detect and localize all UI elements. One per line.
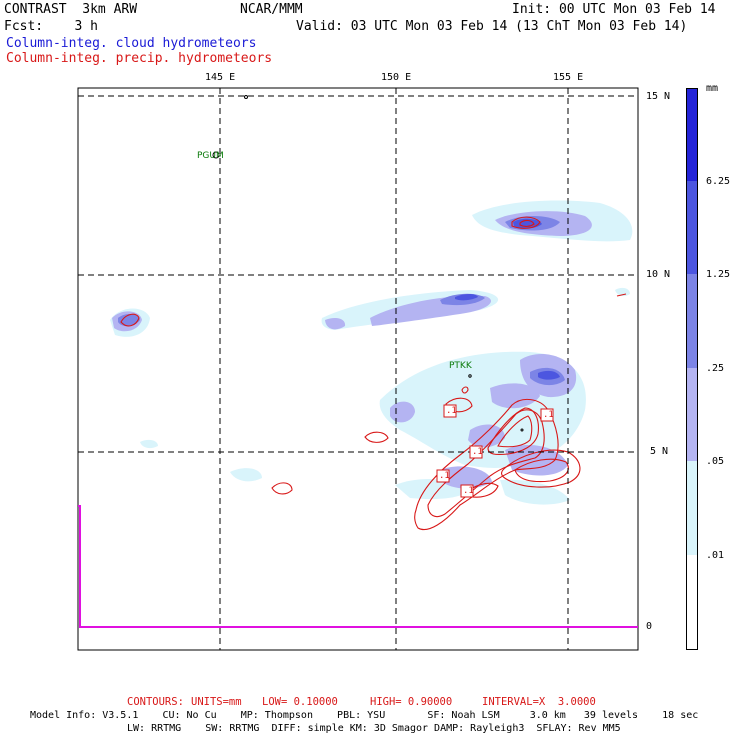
colorbar-level: .25	[706, 363, 725, 374]
contours-high: HIGH= 0.90000	[370, 696, 453, 708]
contour-label-boxes	[436, 404, 554, 498]
cloud-shading-light	[112, 211, 592, 489]
colorbar-level: .05	[706, 456, 725, 467]
colorbar-bin	[686, 368, 698, 462]
lon-label-150e: 150 E	[381, 72, 412, 83]
lon-label-145e: 145 E	[205, 72, 236, 83]
contour-label: .1	[543, 410, 554, 420]
colorbar-level: 1.25	[706, 269, 731, 280]
contour-label: .1	[446, 406, 457, 416]
station-label-ptkk: PTKK	[449, 361, 472, 371]
colorbar-zero: 0	[646, 621, 653, 632]
precip-field-name: Column-integ. precip. hydrometeors	[6, 51, 273, 66]
map-frame	[77, 87, 639, 651]
time-series-line	[78, 505, 638, 628]
station-marker-pgum	[212, 151, 220, 159]
contours-interval: INTERVAL=X 3.0000	[482, 696, 596, 708]
colorbar-bin	[686, 461, 698, 556]
contour-label: .1	[439, 471, 450, 481]
colorbar-level: 6.25	[706, 176, 731, 187]
valid-time: Valid: 03 UTC Mon 03 Feb 14 (13 ChT Mon …	[296, 19, 688, 34]
colorbar-level: .01	[706, 550, 725, 561]
lat-label-5n: 5 N	[650, 446, 669, 457]
forecast-hour: Fcst: 3 h	[4, 19, 98, 34]
station-markers	[212, 95, 524, 432]
precip-contours	[120, 216, 627, 530]
island-marker	[244, 95, 248, 99]
island-marker	[520, 428, 524, 432]
colorbar-bin	[686, 181, 698, 275]
colorbar-bin	[686, 274, 698, 369]
model-info-line1: Model Info: V3.5.1 CU: No Cu MP: Thompso…	[30, 710, 699, 721]
colorbar-unit: mm	[706, 83, 719, 94]
contour-label: .1	[472, 447, 483, 457]
contours-low: LOW= 0.10000	[262, 696, 338, 708]
contours-units: UNITS=mm	[191, 696, 242, 708]
init-time: Init: 00 UTC Mon 03 Feb 14	[512, 2, 716, 17]
contours-label: CONTOURS:	[127, 696, 184, 708]
lon-label-155e: 155 E	[553, 72, 584, 83]
colorbar-bin	[686, 88, 698, 182]
lat-label-15n: 15 N	[646, 91, 671, 102]
lat-lon-grid	[78, 88, 638, 650]
plot-title: CONTRAST 3km ARW	[4, 2, 138, 17]
cloud-field-name: Column-integ. cloud hydrometeors	[6, 36, 257, 51]
model-info-line2: LW: RRTMG SW: RRTMG DIFF: simple KM: 3D …	[127, 723, 621, 734]
station-label-pgum: PGUM	[197, 151, 224, 161]
contour-label: .1	[463, 486, 474, 496]
station-marker-ptkk	[468, 374, 472, 378]
center-name: NCAR/MMM	[240, 2, 303, 17]
colorbar-bin	[686, 555, 698, 650]
lat-label-10n: 10 N	[646, 269, 671, 280]
